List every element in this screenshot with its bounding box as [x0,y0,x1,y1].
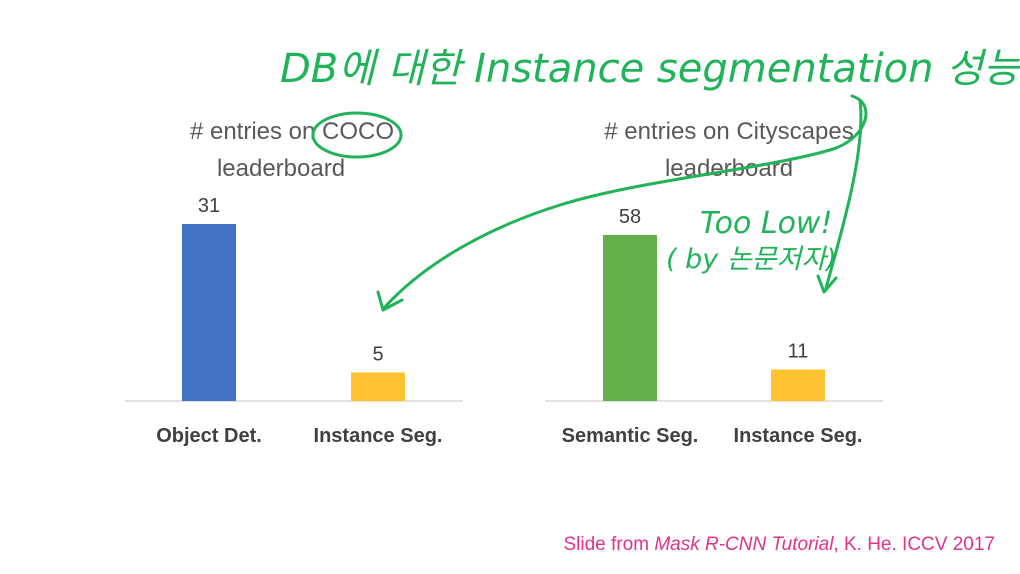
data-label-2: 11 [788,341,809,363]
credit-prefix: Slide from [564,534,655,555]
coco-chart: # entries on COCO leaderboard 31 Object D… [125,118,463,447]
category-label-2: Instance Seg. [314,425,443,447]
cityscapes-chart: # entries on Cityscapes leaderboard 58Se… [545,118,883,447]
data-label-2: 5 [372,343,383,365]
handwritten-heading: DB에 대한 Instance segmentation 성능 [280,46,1020,92]
chart-title-line-2: leaderboard [217,155,345,182]
bar-1 [182,224,236,401]
coco-circle-mark [311,111,403,159]
credit-title: Mask R-CNN Tutorial [654,534,834,555]
bar-1 [603,235,657,401]
category-label-1: Object Det. [156,425,262,447]
arrowhead-coco [376,290,404,312]
arrow-to-cityscapes-instance [824,98,863,290]
data-label-1: 58 [619,206,641,228]
arrow-to-coco-instance [382,94,868,310]
chart-title-line-1: # entries on Cityscapes [604,118,853,145]
arrowhead-cityscapes [816,274,838,294]
chart-title-line-1: # entries on COCO [190,118,394,145]
handwritten-note-line-2: ( by 논문저자) [666,244,837,275]
credit-suffix: , K. He. ICCV 2017 [833,534,995,555]
data-label-1: 31 [198,195,220,217]
handwritten-note-line-1: Too Low! [700,206,833,241]
bar-2 [771,369,825,401]
category-label-2: Instance Seg. [734,425,863,447]
category-label-1: Semantic Seg. [562,425,699,447]
slide-credit: Slide from Mask R-CNN Tutorial, K. He. I… [564,534,996,555]
bar-2 [351,372,405,401]
